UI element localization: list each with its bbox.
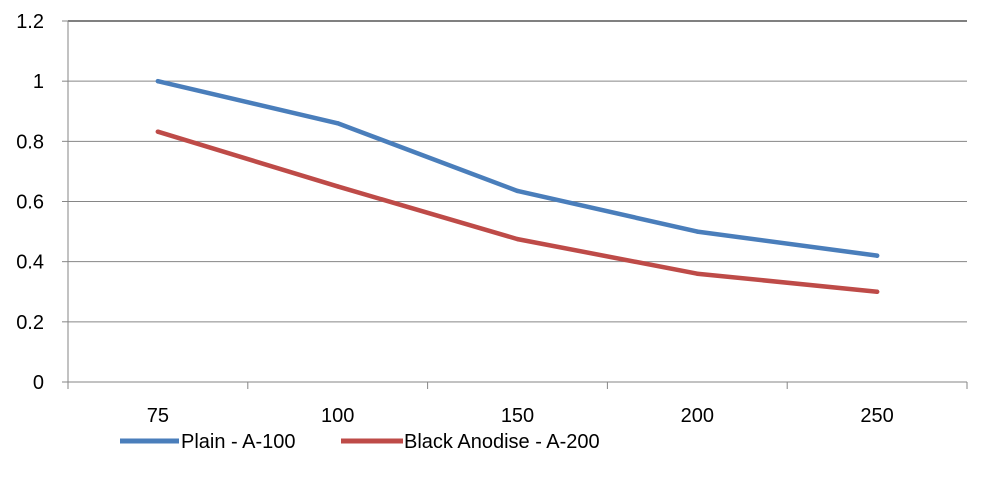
data-point <box>874 289 880 294</box>
data-point <box>695 229 700 234</box>
x-tick-label: 150 <box>501 405 534 427</box>
x-tick-label: 200 <box>681 405 714 427</box>
y-tick-label: 0.4 <box>16 252 44 274</box>
data-point <box>515 236 520 242</box>
y-tick-label: 0.2 <box>16 312 44 334</box>
data-point <box>695 271 700 276</box>
data-point <box>335 121 340 126</box>
x-tick-label: 250 <box>860 405 893 427</box>
legend: Plain - A-100 Black Anodise - A-200 <box>120 431 600 453</box>
data-point <box>874 253 880 258</box>
y-tick-label: 0.6 <box>16 192 44 214</box>
gridlines <box>68 20 967 323</box>
y-tick-label: 0.8 <box>16 131 44 153</box>
data-point <box>155 78 161 84</box>
y-tick-label: 1.2 <box>16 11 44 33</box>
data-point <box>335 184 340 189</box>
series-line-1 <box>155 78 880 258</box>
series-line-2 <box>155 129 880 294</box>
legend-label-2: Black Anodise - A-200 <box>404 431 600 453</box>
y-tick-label: 1 <box>33 71 44 93</box>
x-tick-labels: 75 100 150 200 250 <box>147 405 894 427</box>
legend-label-1: Plain - A-100 <box>181 431 296 453</box>
data-point <box>155 129 161 134</box>
axes <box>62 20 968 389</box>
x-tick-label: 75 <box>147 405 169 427</box>
x-tick-label: 100 <box>321 405 354 427</box>
y-tick-labels: 0 0.2 0.4 0.6 0.8 1 1.2 <box>16 11 44 394</box>
series-lines <box>155 78 880 294</box>
data-point <box>515 188 520 194</box>
y-tick-label: 0 <box>33 372 44 394</box>
